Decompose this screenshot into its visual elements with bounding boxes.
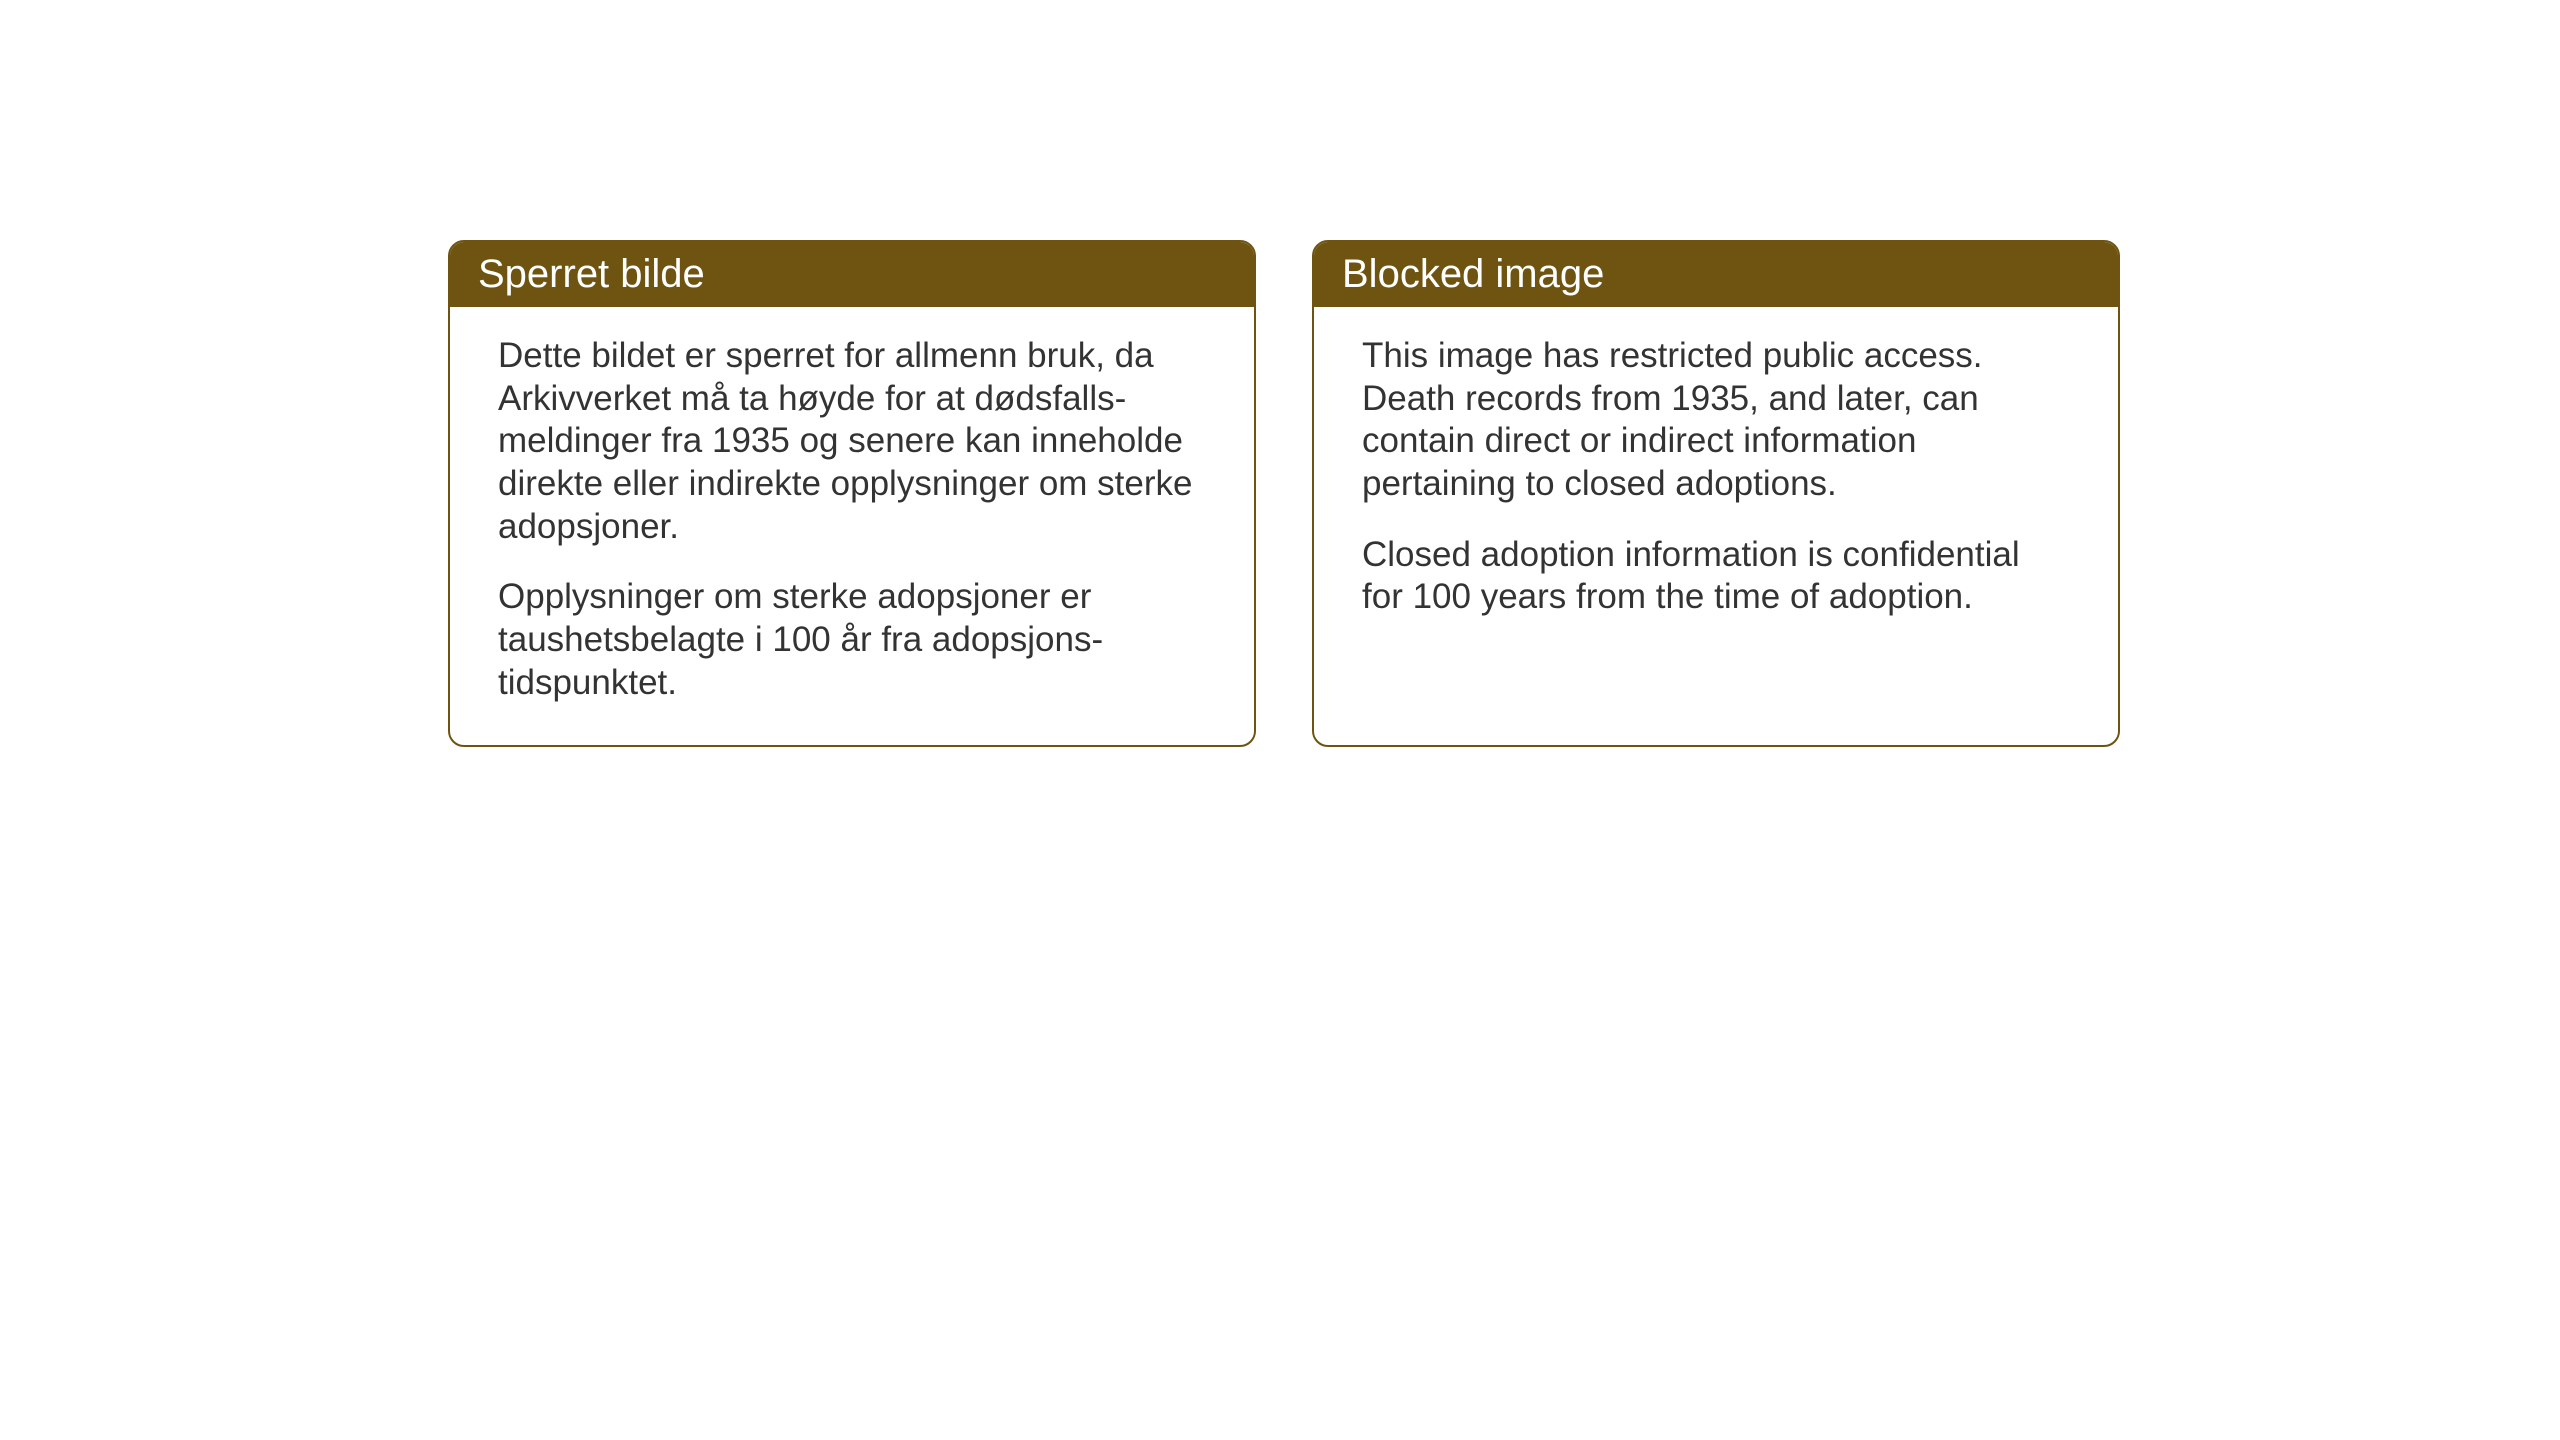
cards-container: Sperret bilde Dette bildet er sperret fo… [448,240,2120,747]
card-norwegian-paragraph-2: Opplysninger om sterke adopsjoner er tau… [498,576,1206,704]
card-english-body: This image has restricted public access.… [1314,307,2118,659]
card-norwegian-body: Dette bildet er sperret for allmenn bruk… [450,307,1254,745]
card-norwegian-header: Sperret bilde [450,242,1254,307]
card-norwegian-title: Sperret bilde [478,252,705,296]
card-english: Blocked image This image has restricted … [1312,240,2120,747]
card-english-title: Blocked image [1342,252,1604,296]
card-english-header: Blocked image [1314,242,2118,307]
card-norwegian: Sperret bilde Dette bildet er sperret fo… [448,240,1256,747]
card-english-paragraph-1: This image has restricted public access.… [1362,335,2070,506]
card-english-paragraph-2: Closed adoption information is confident… [1362,534,2070,619]
card-norwegian-paragraph-1: Dette bildet er sperret for allmenn bruk… [498,335,1206,548]
